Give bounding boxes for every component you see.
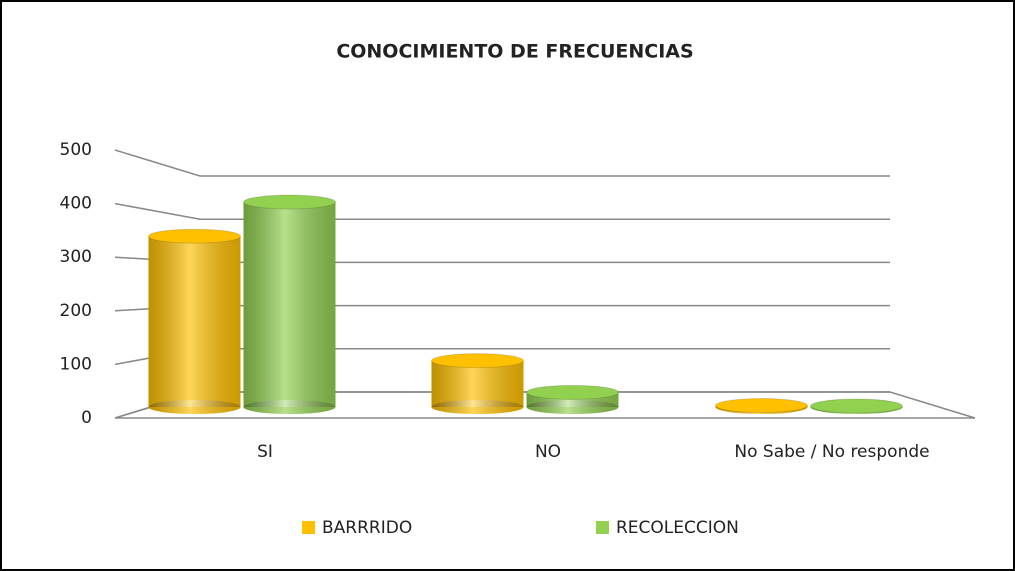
x-tick-label: NO xyxy=(535,442,561,462)
x-tick-label: No Sabe / No responde xyxy=(734,442,929,462)
grid-line xyxy=(114,149,890,177)
bar xyxy=(715,398,808,414)
y-tick-label: 500 xyxy=(60,140,92,160)
y-tick-label: 100 xyxy=(60,354,92,374)
bar xyxy=(148,228,241,414)
bar xyxy=(810,398,903,414)
bar xyxy=(526,384,619,414)
legend-swatch xyxy=(596,521,609,534)
grid-line xyxy=(114,202,890,220)
y-tick-label: 200 xyxy=(60,301,92,321)
bar xyxy=(243,194,336,414)
y-tick-label: 0 xyxy=(81,408,92,428)
legend-label: BARRRIDO xyxy=(322,518,412,538)
y-tick-label: 400 xyxy=(60,194,92,214)
bar xyxy=(431,353,524,414)
y-tick-label: 300 xyxy=(60,247,92,267)
x-tick-label: SI xyxy=(257,442,273,462)
chart-title: CONOCIMIENTO DE FRECUENCIAS xyxy=(336,41,693,63)
legend-swatch xyxy=(302,521,315,534)
legend-label: RECOLECCION xyxy=(616,518,739,538)
